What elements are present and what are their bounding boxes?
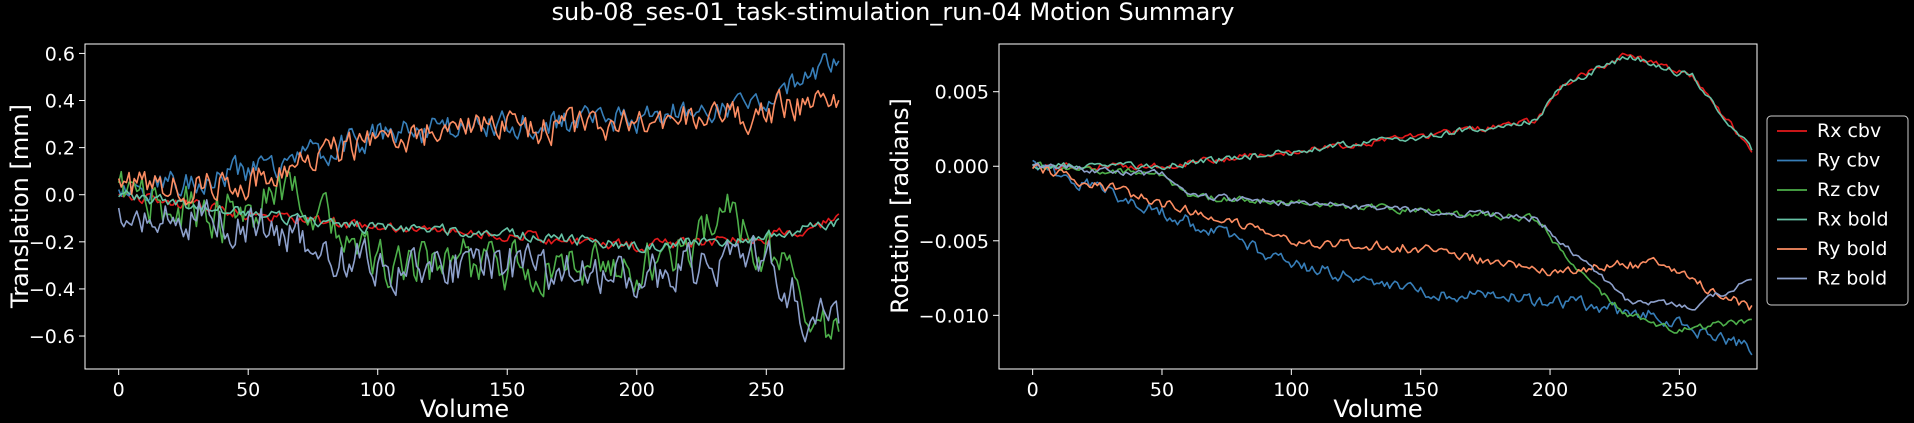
rotation-legend: Rx cbv Ry cbv Rz cbv Rx bold Ry bold Rz bold — [1766, 115, 1909, 306]
rotation-plot: 0 50 100 150 200 250 −0.010 −0.005 0.000 0.005 Vol… — [886, 43, 1758, 423]
series-line-5 — [117, 88, 840, 206]
y-tick-label: −0.010 — [919, 305, 989, 327]
series-line-4 — [118, 189, 840, 254]
x-tick-label: 150 — [1403, 379, 1439, 401]
x-tick-label: 250 — [748, 379, 784, 401]
y-tick-label: −0.005 — [919, 231, 989, 253]
y-tick-label: 0.4 — [45, 91, 75, 113]
x-tick-label: 50 — [1150, 379, 1174, 401]
x-tick-label: 0 — [113, 379, 125, 401]
x-tick-label: 100 — [360, 379, 396, 401]
series-line-ry-bold — [1031, 163, 1753, 311]
y-tick-label: 0.0 — [45, 185, 75, 207]
y-tick-label: −0.4 — [29, 279, 75, 301]
x-tick-label: 50 — [236, 379, 260, 401]
series-line-rx-bold — [1031, 54, 1753, 171]
legend-box — [1766, 115, 1909, 306]
axes-frame — [84, 43, 845, 370]
x-tick-label: 150 — [489, 379, 525, 401]
y-tick-label: −0.2 — [29, 232, 75, 254]
series-line-rz-cbv — [1032, 161, 1752, 334]
y-tick-label: −0.6 — [29, 326, 75, 348]
y-tick-label: 0.000 — [935, 156, 989, 178]
y-tick-label: 0.005 — [935, 82, 989, 104]
x-axis-label: Volume — [1333, 395, 1422, 423]
legend-entry: Rx cbv — [1817, 120, 1881, 142]
series-line-rz-bold — [1032, 162, 1752, 311]
series-line-3 — [117, 170, 840, 340]
x-tick-label: 200 — [1532, 379, 1568, 401]
x-tick-label: 200 — [619, 379, 655, 401]
series-line-6 — [117, 199, 840, 343]
legend-entry: Ry cbv — [1817, 150, 1880, 172]
x-tick-label: 250 — [1661, 379, 1697, 401]
series-line-ry-cbv — [1032, 159, 1753, 356]
series-line-rx-cbv — [1032, 52, 1753, 171]
legend-entry: Rx bold — [1817, 209, 1889, 231]
x-axis-label: Volume — [420, 395, 509, 423]
legend-entry: Rz bold — [1817, 268, 1887, 290]
legend-entry: Ry bold — [1817, 238, 1887, 260]
x-tick-label: 100 — [1273, 379, 1309, 401]
translation-plot: 0 50 100 150 200 250 −0.6 −0.4 −0.2 0.0 0.2 0.4 0.6 V… — [6, 43, 845, 423]
x-tick-label: 0 — [1027, 379, 1039, 401]
y-axis-label: Translation [mm] — [6, 104, 34, 309]
y-axis-label: Rotation [radians] — [886, 98, 914, 314]
legend-entry: Rz cbv — [1817, 179, 1880, 201]
axes-frame — [998, 43, 1758, 370]
y-tick-label: 0.2 — [45, 138, 75, 160]
figure-title: sub-08_ses-01_task-stimulation_run-04 Mo… — [552, 0, 1235, 26]
y-tick-label: 0.6 — [45, 43, 75, 65]
